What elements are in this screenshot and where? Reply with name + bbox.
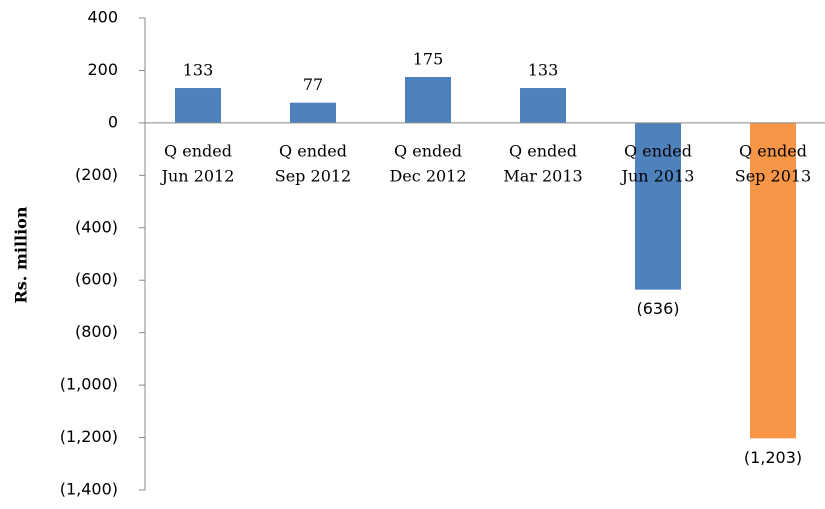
bar (635, 122, 681, 290)
value-label: (1,203) (744, 448, 802, 467)
y-tick-label: 400 (87, 8, 118, 27)
x-tick-label: Q ended (164, 142, 232, 161)
value-label: 175 (413, 50, 444, 69)
bar (750, 122, 796, 439)
x-tick-label: Sep 2013 (735, 167, 811, 186)
value-label: 133 (183, 61, 214, 80)
value-label: (636) (636, 299, 679, 318)
x-tick-label: Q ended (739, 142, 807, 161)
x-tick-label: Dec 2012 (389, 167, 466, 186)
bar (520, 88, 566, 123)
x-tick-label: Jun 2013 (620, 167, 695, 186)
y-axis-title: Rs. million (12, 206, 31, 303)
x-tick-label: Q ended (394, 142, 462, 161)
y-tick-label: (800) (75, 322, 118, 341)
y-tick-label: (1,200) (60, 427, 118, 446)
y-tick-label: (1,400) (60, 480, 118, 499)
x-tick-label: Q ended (624, 142, 692, 161)
value-label: 77 (303, 75, 323, 94)
y-tick-label: (1,000) (60, 375, 118, 394)
bar (405, 77, 451, 123)
x-tick-label: Q ended (279, 142, 347, 161)
value-label: 133 (528, 61, 559, 80)
y-tick-label: (400) (75, 217, 118, 236)
x-tick-label: Sep 2012 (275, 167, 351, 186)
y-tick-label: (600) (75, 270, 118, 289)
y-tick-label: 200 (87, 60, 118, 79)
x-tick-label: Q ended (509, 142, 577, 161)
x-tick-label: Mar 2013 (503, 167, 582, 186)
x-tick-label: Jun 2012 (160, 167, 235, 186)
bar (290, 102, 336, 123)
bar (175, 88, 221, 123)
y-tick-label: (200) (75, 165, 118, 184)
y-tick-label: 0 (108, 112, 118, 131)
